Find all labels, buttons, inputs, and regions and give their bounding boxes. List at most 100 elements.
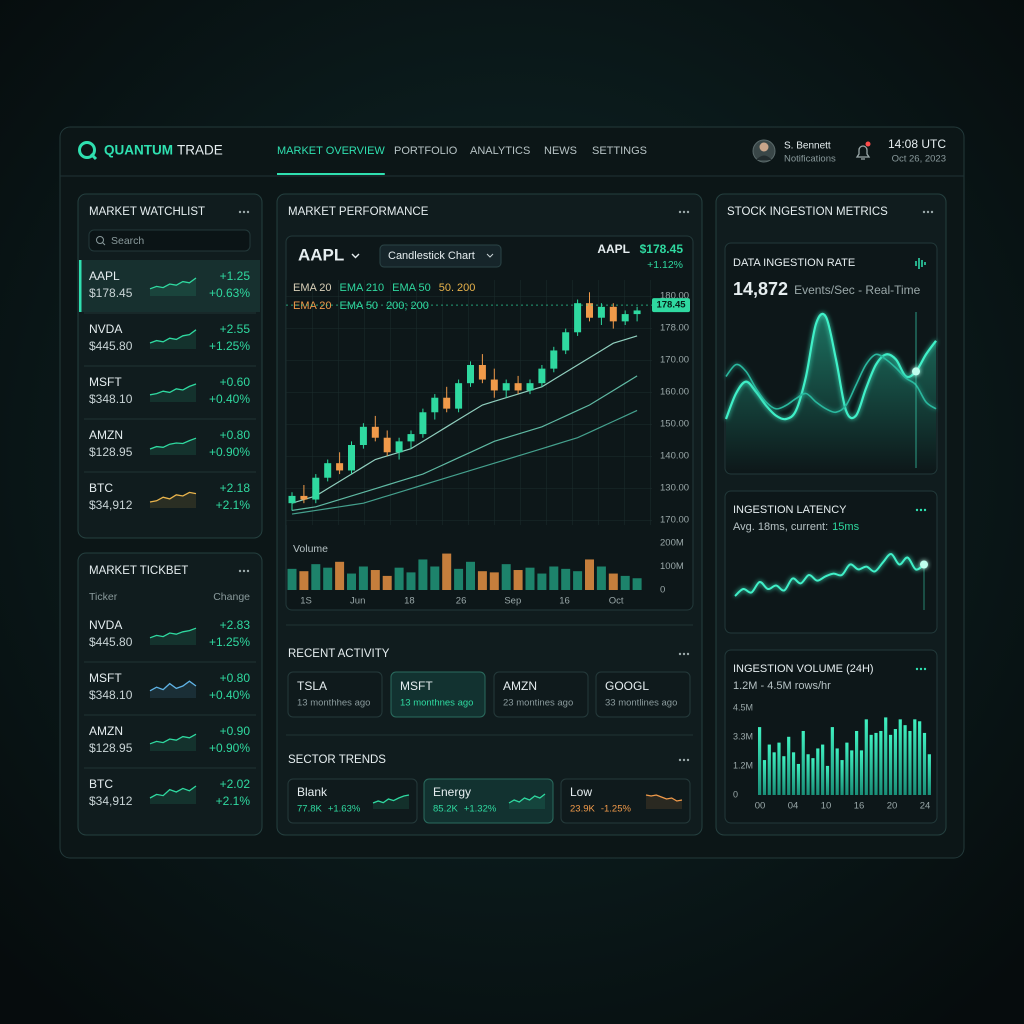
volume-bar [573,571,583,590]
more-menu-dot[interactable] [686,210,690,214]
volume-bar [430,566,440,590]
ingestion-volume-bar [777,742,781,795]
more-menu-dot[interactable] [686,758,690,762]
nav-item[interactable]: MARKET OVERVIEW [277,145,385,157]
chart-type[interactable]: Candlestick Chart [388,250,475,262]
symbol-chevron[interactable] [351,253,360,259]
symbol[interactable]: AAPL [89,269,120,283]
more-menu-dot[interactable] [682,210,686,214]
change: +2.55 [220,322,251,336]
price: $178.45 [89,286,133,300]
volume-bar [466,561,475,590]
volume-bar [525,567,535,590]
sparkline-area [150,786,196,804]
more-menu-dot[interactable] [923,667,927,671]
more-menu-dot[interactable] [238,210,242,214]
logo-icon [78,141,98,161]
ema-line [291,409,638,515]
sector-card[interactable] [560,778,691,824]
more-menu-dot[interactable] [678,758,682,762]
symbol[interactable]: MSFT [89,671,122,685]
volume-bar [418,559,428,590]
ingestion-volume-bar [821,744,825,795]
more-menu-dot[interactable] [686,652,690,656]
symbol[interactable]: AMZN [89,428,123,442]
more-menu-dot[interactable] [915,667,919,671]
sparkline [149,491,197,503]
ingestion-volume-bar [903,725,907,795]
volume-bar [501,564,511,590]
notification-dot [865,141,871,147]
more-menu-dot[interactable] [678,210,682,214]
ingestion-volume-bar [922,732,927,795]
symbol[interactable]: MSFT [89,375,122,389]
more-menu-dot[interactable] [246,210,250,214]
sector-value: 23.9K [570,804,595,815]
more-menu-dot[interactable] [678,652,682,656]
nav-item[interactable]: PORTFOLIO [394,145,458,157]
sparkline [149,733,197,745]
more-menu-dot[interactable] [246,569,250,573]
nav-item[interactable]: SETTINGS [592,145,647,157]
nav-item[interactable]: ANALYTICS [470,145,530,157]
more-menu-dot[interactable] [242,210,246,214]
activity-card[interactable] [287,671,383,718]
more-menu-dot[interactable] [923,508,927,512]
volume-tick-label: 200M [660,538,684,549]
volume-bar [370,570,380,590]
more-menu-dot[interactable] [922,210,926,214]
ingestion-volume-bar [782,756,786,795]
search-box[interactable] [88,229,251,252]
pulse-icon [915,258,926,269]
more-menu-dot[interactable] [919,508,923,512]
more-menu-dot[interactable] [682,758,686,762]
price-axis-label: 140.00 [660,451,689,462]
card-title: INGESTION VOLUME (24H) [733,663,874,675]
avatar-face [759,142,769,152]
more-menu-dot[interactable] [930,210,934,214]
candle-body [300,495,308,500]
candle-body [371,426,379,438]
rate-area [726,313,936,473]
symbol[interactable]: BTC [89,777,113,791]
x-axis-label: Jun [350,596,365,607]
more-menu-dot[interactable] [682,652,686,656]
sector-card[interactable] [287,778,418,824]
volume-bar [311,564,321,590]
chart-type-dropdown[interactable] [379,244,502,268]
rate-value: 14,872 [733,279,788,299]
symbol[interactable]: NVDA [89,618,122,632]
activity-card[interactable] [493,671,589,718]
column-header: Change [213,591,250,603]
symbol[interactable]: BTC [89,481,113,495]
ingestion-volume-bar [918,721,922,795]
price: $128.95 [89,741,133,755]
ingestion-volume-bar [791,752,796,795]
quote-price: $178.45 [640,242,684,256]
symbol[interactable]: AMZN [89,724,123,738]
more-menu-dot[interactable] [915,508,919,512]
more-menu-dot[interactable] [926,210,930,214]
change-percent: +0.90% [209,741,250,755]
more-menu-dot[interactable] [919,667,923,671]
sparkline [149,277,197,290]
activity-card[interactable] [595,671,691,718]
candle-body [348,445,355,471]
price: $348.10 [89,392,133,406]
nav-item[interactable]: NEWS [544,145,577,157]
candle-body [633,310,641,315]
change: +2.02 [220,777,251,791]
ingestion-volume-bar [850,750,854,795]
sparkline-area [509,794,545,809]
chart-symbol[interactable]: AAPL [298,245,344,264]
x-axis-label: 16 [559,596,570,607]
more-menu-dot[interactable] [242,569,246,573]
more-menu-dot[interactable] [238,569,242,573]
volume-x-label: 24 [920,801,931,812]
bell-icon[interactable] [855,145,871,160]
ema-legend: EMA 50 [340,300,379,312]
section-title: SECTOR TRENDS [288,754,386,766]
symbol[interactable]: NVDA [89,322,122,336]
activity-symbol: GOOGL [605,679,649,693]
volume-x-label: 20 [887,801,898,812]
